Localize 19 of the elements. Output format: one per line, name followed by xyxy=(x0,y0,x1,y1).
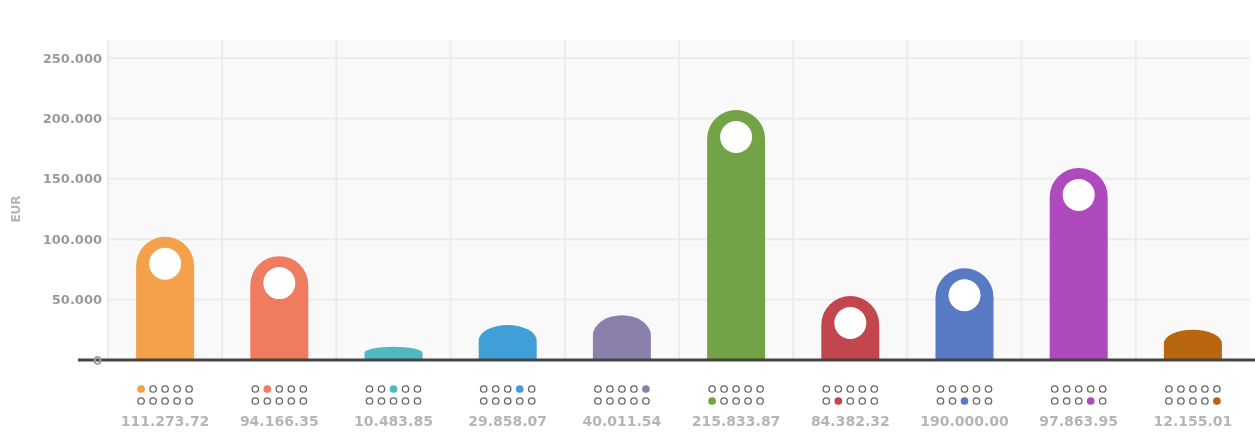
x-tick-label: 97.863.95 xyxy=(1039,413,1119,429)
x-tick-label: 29.858.07 xyxy=(468,413,548,429)
y-tick-label: 250.000 xyxy=(42,50,102,66)
y-tick-label: 100.000 xyxy=(42,231,102,247)
y-tick-label: 50.000 xyxy=(51,292,102,308)
bar xyxy=(707,110,766,360)
x-tick-label: 215.833.87 xyxy=(691,413,781,429)
y-axis-title: EUR xyxy=(9,195,23,223)
x-tick-label: 84.382.32 xyxy=(810,413,890,429)
x-tick-label: 94.166.35 xyxy=(239,413,319,429)
x-tick-label: 12.155.01 xyxy=(1153,413,1233,429)
y-tick-label: 200.000 xyxy=(42,110,102,126)
x-tick-label: 40.011.54 xyxy=(582,413,662,429)
x-tick-label: 190.000.00 xyxy=(920,413,1010,429)
y-tick-label: 150.000 xyxy=(42,171,102,187)
x-tick-label: 10.483.85 xyxy=(354,413,433,429)
bar xyxy=(1049,167,1108,360)
x-tick-label: 111.273.72 xyxy=(120,413,210,429)
y-tick-label: 0 xyxy=(92,352,102,368)
